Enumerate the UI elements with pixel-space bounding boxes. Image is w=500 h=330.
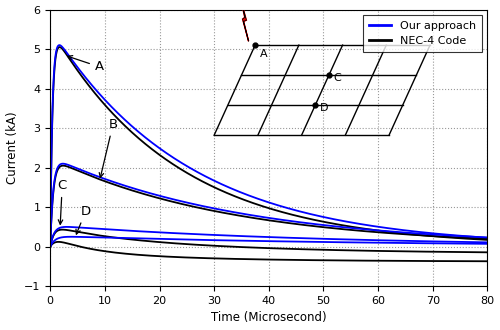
Legend: Our approach, NEC-4 Code: Our approach, NEC-4 Code	[364, 15, 482, 52]
Text: B: B	[99, 118, 117, 178]
X-axis label: Time (Microsecond): Time (Microsecond)	[211, 312, 326, 324]
Y-axis label: Current (kA): Current (kA)	[6, 112, 18, 184]
Text: C: C	[58, 179, 67, 224]
Text: A: A	[68, 56, 104, 73]
Polygon shape	[242, 2, 248, 41]
Text: D: D	[76, 205, 91, 234]
Text: D: D	[320, 103, 328, 113]
Text: C: C	[334, 73, 341, 83]
Text: A: A	[260, 49, 267, 59]
